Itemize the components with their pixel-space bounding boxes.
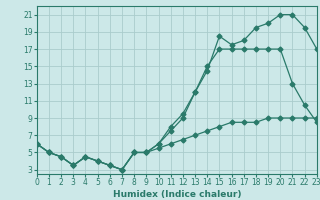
X-axis label: Humidex (Indice chaleur): Humidex (Indice chaleur) xyxy=(113,190,241,199)
